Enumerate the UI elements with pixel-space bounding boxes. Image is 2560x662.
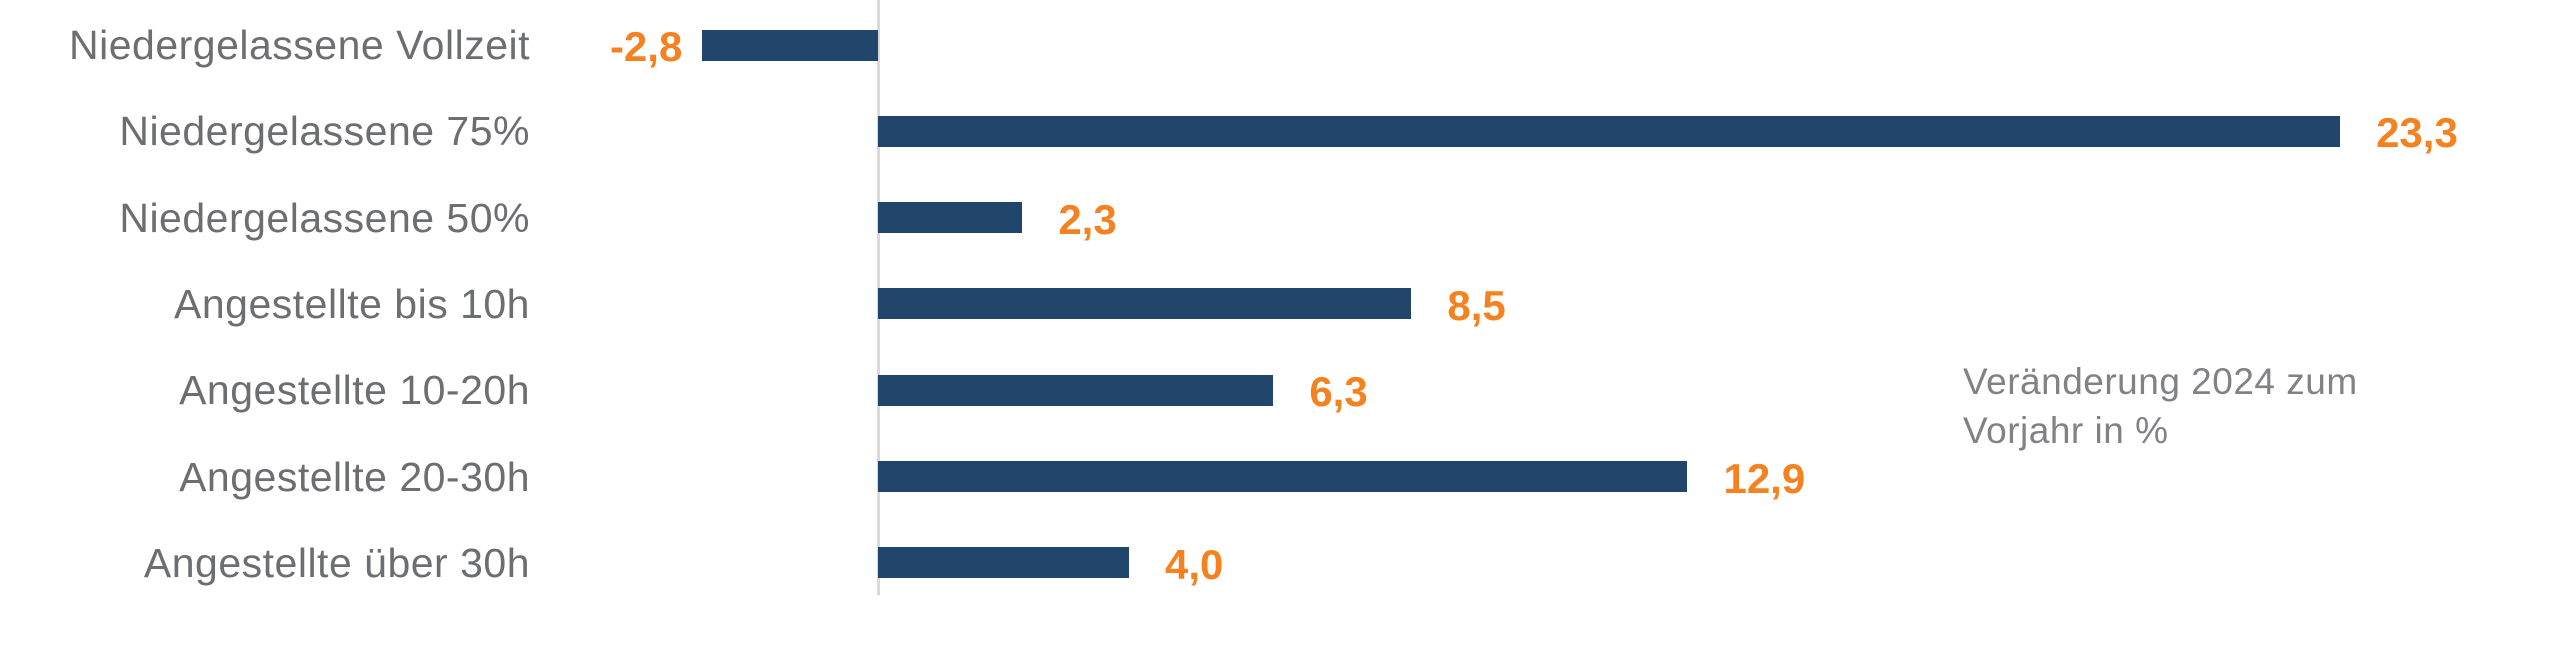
value-label: -2,8 bbox=[609, 23, 683, 70]
bar-1 bbox=[702, 29, 878, 61]
category-label: Niedergelassene 75% bbox=[119, 108, 530, 155]
chart-annotation: Veränderung 2024 zum Vorjahr in % bbox=[1963, 361, 2358, 451]
category-label: Angestellte bis 10h bbox=[174, 280, 530, 327]
bar-4 bbox=[878, 288, 1412, 320]
category-label: Niedergelassene 50% bbox=[119, 194, 530, 241]
category-label: Angestellte 20-30h bbox=[179, 453, 530, 500]
bar-7 bbox=[878, 547, 1129, 579]
bar-5 bbox=[878, 374, 1274, 406]
value-label: 6,3 bbox=[1309, 368, 1368, 416]
category-label: Niedergelassene Vollzeit bbox=[69, 22, 530, 68]
bar-3 bbox=[878, 202, 1023, 234]
value-label: 8,5 bbox=[1447, 281, 1506, 329]
value-label: 4,0 bbox=[1165, 540, 1224, 588]
value-label: 2,3 bbox=[1058, 195, 1117, 243]
category-label: Angestellte über 30h bbox=[143, 539, 530, 586]
category-label: Angestellte 10-20h bbox=[179, 367, 530, 414]
bar-2 bbox=[878, 115, 2341, 147]
bar-6 bbox=[878, 461, 1688, 492]
value-label: 23,3 bbox=[2376, 109, 2458, 157]
value-label: 12,9 bbox=[1723, 454, 1806, 502]
